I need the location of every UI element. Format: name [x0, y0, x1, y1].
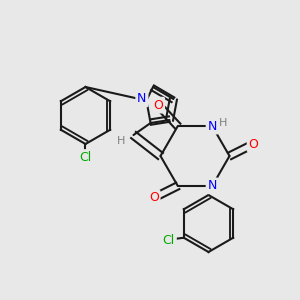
Text: Cl: Cl: [80, 151, 92, 164]
Text: N: N: [208, 120, 217, 133]
Text: H: H: [219, 118, 227, 128]
Text: O: O: [149, 191, 159, 204]
Text: N: N: [137, 92, 147, 106]
Text: O: O: [249, 137, 258, 151]
Text: O: O: [153, 99, 163, 112]
Text: H: H: [117, 136, 126, 146]
Text: N: N: [208, 179, 217, 192]
Text: Cl: Cl: [163, 234, 175, 247]
